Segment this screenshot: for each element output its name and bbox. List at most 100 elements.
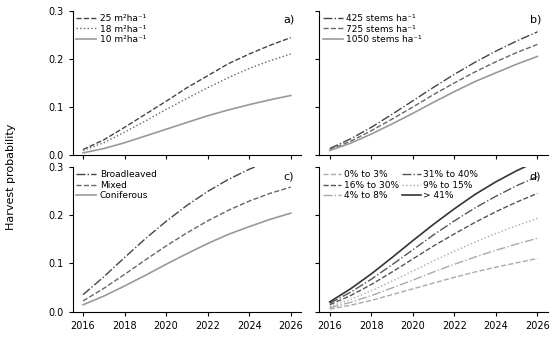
Legend: 0% to 3%, 16% to 30%, 4% to 8%, 31% to 40%, 9% to 15%, > 41%: 0% to 3%, 16% to 30%, 4% to 8%, 31% to 4… bbox=[322, 170, 479, 201]
0% to 3% bbox=[430, 281, 437, 285]
0% to 3% bbox=[451, 275, 458, 279]
10 m²ha⁻¹ bbox=[163, 127, 169, 131]
725 stems ha⁻¹ bbox=[326, 147, 333, 152]
31% to 40% bbox=[430, 233, 437, 237]
25 m²ha⁻¹ bbox=[101, 138, 107, 142]
Line: 18 m²ha⁻¹: 18 m²ha⁻¹ bbox=[83, 54, 291, 150]
Broadleaved bbox=[101, 275, 107, 279]
> 41% bbox=[347, 287, 354, 291]
725 stems ha⁻¹ bbox=[534, 42, 541, 46]
31% to 40% bbox=[368, 277, 375, 281]
18 m²ha⁻¹ bbox=[204, 86, 211, 90]
1050 stems ha⁻¹ bbox=[430, 100, 437, 104]
Mixed bbox=[121, 272, 128, 276]
10 m²ha⁻¹ bbox=[183, 120, 190, 125]
Line: 16% to 30%: 16% to 30% bbox=[330, 193, 537, 305]
10 m²ha⁻¹ bbox=[204, 114, 211, 118]
Coniferous bbox=[163, 262, 169, 267]
> 41% bbox=[389, 255, 395, 259]
Mixed bbox=[183, 231, 190, 235]
0% to 3% bbox=[326, 307, 333, 311]
18 m²ha⁻¹ bbox=[267, 59, 273, 63]
Coniferous bbox=[246, 224, 253, 229]
0% to 3% bbox=[492, 265, 499, 269]
1050 stems ha⁻¹ bbox=[451, 90, 458, 94]
16% to 30% bbox=[534, 191, 541, 195]
18 m²ha⁻¹ bbox=[287, 52, 294, 56]
Line: 9% to 15%: 9% to 15% bbox=[330, 218, 537, 307]
Line: Coniferous: Coniferous bbox=[83, 213, 291, 305]
10 m²ha⁻¹ bbox=[80, 151, 87, 155]
425 stems ha⁻¹ bbox=[492, 49, 499, 53]
1050 stems ha⁻¹ bbox=[472, 79, 479, 84]
0% to 3% bbox=[513, 261, 520, 265]
25 m²ha⁻¹ bbox=[142, 112, 149, 116]
425 stems ha⁻¹ bbox=[472, 60, 479, 64]
Broadleaved bbox=[225, 177, 232, 182]
Coniferous bbox=[142, 273, 149, 278]
725 stems ha⁻¹ bbox=[492, 59, 499, 64]
25 m²ha⁻¹ bbox=[267, 43, 273, 47]
Mixed bbox=[163, 244, 169, 248]
725 stems ha⁻¹ bbox=[472, 70, 479, 74]
Legend: Broadleaved, Mixed, Coniferous: Broadleaved, Mixed, Coniferous bbox=[75, 170, 158, 201]
18 m²ha⁻¹ bbox=[163, 107, 169, 112]
9% to 15% bbox=[472, 240, 479, 244]
18 m²ha⁻¹ bbox=[121, 130, 128, 134]
16% to 30% bbox=[410, 257, 416, 261]
Text: c): c) bbox=[284, 171, 294, 181]
4% to 8% bbox=[368, 293, 375, 298]
Line: 725 stems ha⁻¹: 725 stems ha⁻¹ bbox=[330, 44, 537, 149]
9% to 15% bbox=[410, 269, 416, 273]
425 stems ha⁻¹ bbox=[534, 30, 541, 34]
Mixed bbox=[101, 286, 107, 291]
31% to 40% bbox=[513, 183, 520, 188]
1050 stems ha⁻¹ bbox=[410, 111, 416, 115]
425 stems ha⁻¹ bbox=[513, 39, 520, 43]
Broadleaved bbox=[183, 203, 190, 207]
0% to 3% bbox=[389, 292, 395, 297]
Line: 31% to 40%: 31% to 40% bbox=[330, 177, 537, 303]
25 m²ha⁻¹ bbox=[183, 86, 190, 90]
Text: d): d) bbox=[529, 171, 541, 181]
25 m²ha⁻¹ bbox=[225, 62, 232, 66]
1050 stems ha⁻¹ bbox=[513, 62, 520, 66]
4% to 8% bbox=[389, 286, 395, 290]
> 41% bbox=[410, 239, 416, 243]
10 m²ha⁻¹ bbox=[121, 141, 128, 145]
Line: > 41%: > 41% bbox=[330, 161, 537, 302]
16% to 30% bbox=[513, 200, 520, 204]
31% to 40% bbox=[451, 219, 458, 223]
4% to 8% bbox=[347, 300, 354, 304]
18 m²ha⁻¹ bbox=[183, 96, 190, 101]
Line: 25 m²ha⁻¹: 25 m²ha⁻¹ bbox=[83, 38, 291, 149]
9% to 15% bbox=[368, 289, 375, 293]
Line: 1050 stems ha⁻¹: 1050 stems ha⁻¹ bbox=[330, 56, 537, 150]
16% to 30% bbox=[430, 244, 437, 248]
25 m²ha⁻¹ bbox=[163, 99, 169, 103]
Coniferous bbox=[225, 232, 232, 236]
Broadleaved bbox=[121, 255, 128, 259]
9% to 15% bbox=[534, 216, 541, 221]
> 41% bbox=[368, 272, 375, 276]
Mixed bbox=[287, 185, 294, 189]
10 m²ha⁻¹ bbox=[101, 147, 107, 151]
> 41% bbox=[472, 192, 479, 196]
Line: 4% to 8%: 4% to 8% bbox=[330, 238, 537, 308]
425 stems ha⁻¹ bbox=[368, 125, 375, 130]
Text: a): a) bbox=[283, 15, 294, 25]
> 41% bbox=[513, 169, 520, 173]
1050 stems ha⁻¹ bbox=[492, 71, 499, 75]
Coniferous bbox=[101, 294, 107, 298]
9% to 15% bbox=[347, 297, 354, 302]
Line: Broadleaved: Broadleaved bbox=[83, 154, 291, 295]
18 m²ha⁻¹ bbox=[246, 66, 253, 70]
725 stems ha⁻¹ bbox=[347, 139, 354, 143]
9% to 15% bbox=[513, 224, 520, 228]
16% to 30% bbox=[472, 220, 479, 224]
0% to 3% bbox=[368, 298, 375, 303]
31% to 40% bbox=[347, 290, 354, 295]
31% to 40% bbox=[326, 301, 333, 306]
16% to 30% bbox=[389, 270, 395, 274]
Mixed bbox=[267, 191, 273, 195]
